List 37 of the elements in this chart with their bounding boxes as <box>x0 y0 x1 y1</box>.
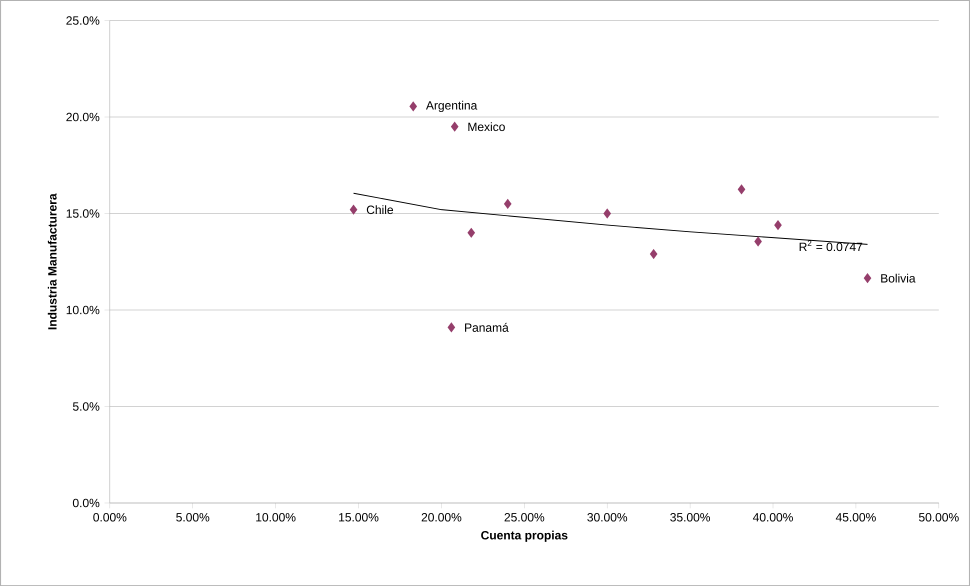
x-tick-label: 10.00% <box>256 512 296 522</box>
x-tick-label: 5.00% <box>176 512 210 522</box>
y-tick-label: 5.0% <box>72 402 100 411</box>
x-tick-label: 15.00% <box>339 512 378 522</box>
x-tick-label: 35.00% <box>670 512 710 522</box>
x-tick-label: 0.00% <box>93 512 126 522</box>
point <box>350 204 358 215</box>
y-tick-label: 25.0% <box>66 16 100 25</box>
point <box>754 236 762 246</box>
annotation: R$^{2}$ = 0.0747 <box>800 240 862 252</box>
point <box>864 273 872 284</box>
annotation: Chile <box>366 205 394 214</box>
x-tick-label: 20.00% <box>422 512 462 522</box>
annotation: Argentina <box>426 100 478 112</box>
point <box>504 198 512 209</box>
x-tick-label: 30.00% <box>587 512 628 522</box>
x-tick-label: 50.00% <box>918 512 959 522</box>
annotation: Bolivia <box>881 274 916 282</box>
point <box>450 122 458 132</box>
annotation: Panamá <box>465 322 509 332</box>
y-tick-label: 0.0% <box>72 498 100 508</box>
point <box>448 322 456 332</box>
annotation: Mexico <box>468 122 505 131</box>
x-tick-label: 45.00% <box>836 512 876 522</box>
x-tick-label: 40.00% <box>752 512 793 522</box>
x-tick-label: 25.00% <box>504 512 544 522</box>
y-tick-label: 15.0% <box>66 209 100 218</box>
point <box>650 249 658 259</box>
y-tick-label: 20.0% <box>66 112 100 122</box>
point <box>409 101 418 112</box>
point <box>774 220 782 230</box>
x-axis-title: Cuenta propias <box>481 530 568 542</box>
y-axis-title: Industria Manufacturera <box>48 193 57 330</box>
point <box>738 184 746 194</box>
y-tick-label: 10.0% <box>66 306 100 314</box>
point <box>467 228 476 238</box>
point <box>603 208 611 218</box>
